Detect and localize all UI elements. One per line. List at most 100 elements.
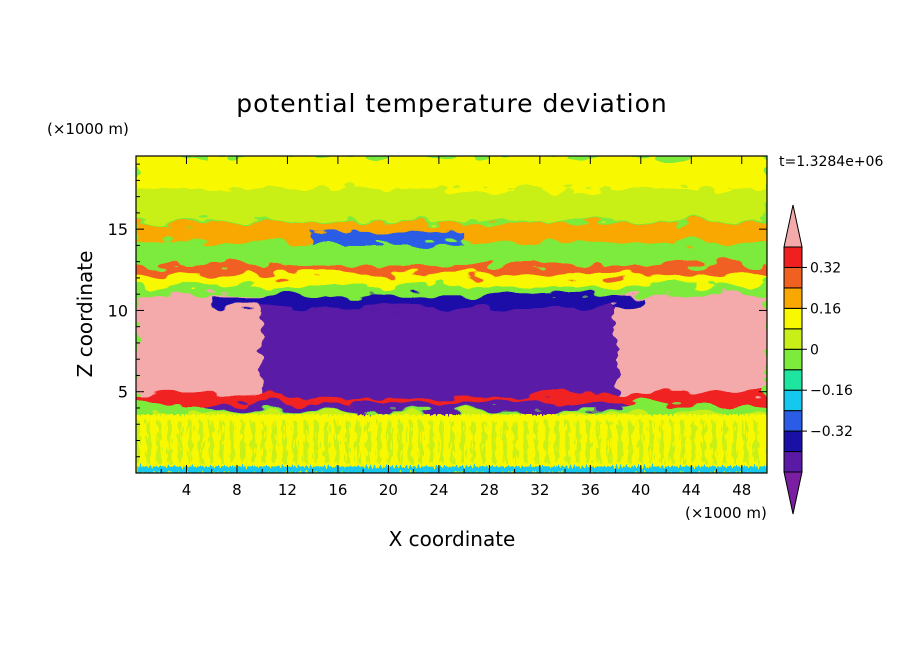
boundary-streak: [251, 420, 256, 464]
region-orange-streak: [136, 264, 767, 275]
boundary-streak: [701, 420, 706, 464]
colorbar-max-triangle: [783, 204, 803, 248]
boundary-streak: [628, 420, 633, 464]
boundary-streak: [397, 420, 402, 464]
y-tick-label: 5: [118, 383, 128, 402]
colorbar-label: 0.16: [810, 301, 841, 317]
boundary-streak: [219, 420, 224, 464]
boundary-streak: [387, 420, 392, 464]
boundary-streak: [544, 420, 549, 464]
time-label: t=1.3284e+06: [779, 154, 883, 170]
boundary-streak: [575, 420, 580, 464]
region-warm-right: [615, 294, 767, 395]
boundary-streak: [607, 420, 612, 464]
boundary-streak: [167, 420, 172, 464]
x-tick-label: 24: [429, 481, 448, 499]
colorbar-box: [783, 266, 803, 289]
boundary-streak: [691, 420, 696, 464]
y-tick-label: 10: [108, 301, 128, 320]
boundary-streak: [743, 420, 748, 464]
boundary-streak: [565, 420, 570, 464]
x-tick-label: 8: [232, 481, 242, 499]
region-top-light-green: [136, 156, 767, 189]
y-units-label: (×1000 m): [47, 120, 129, 138]
contour-field: [136, 156, 767, 473]
boundary-streak: [418, 420, 423, 464]
x-tick-label: 32: [530, 481, 549, 499]
boundary-streak: [240, 420, 245, 464]
boundary-streak: [272, 420, 277, 464]
x-tick-label: 4: [182, 481, 192, 499]
colorbar-box: [783, 348, 803, 371]
colorbar-label: −0.16: [810, 383, 853, 399]
boundary-streak: [177, 420, 182, 464]
boundary-streak: [617, 420, 622, 464]
boundary-streak: [439, 420, 444, 464]
boundary-streak: [261, 420, 266, 464]
colorbar-box: [783, 287, 803, 309]
region-deep-core: [262, 310, 566, 399]
boundary-streak: [492, 420, 497, 464]
boundary-streak: [335, 420, 340, 464]
boundary-streak: [722, 420, 727, 464]
colorbar-box: [783, 246, 803, 268]
colorbar-label: 0: [810, 342, 819, 358]
colorbar-box: [783, 307, 803, 330]
boundary-streak: [754, 420, 759, 464]
colorbar-box: [783, 410, 803, 432]
boundary-streak: [355, 420, 360, 464]
boundary-streak: [513, 420, 518, 464]
x-tick-label: 48: [732, 481, 751, 499]
y-axis-label: Z coordinate: [73, 251, 97, 378]
x-tick-label: 20: [379, 481, 398, 499]
colorbar-label: 0.32: [810, 260, 841, 276]
boundary-streak: [156, 420, 161, 464]
boundary-streak: [554, 420, 559, 464]
boundary-streak: [712, 420, 717, 464]
y-tick-label: 15: [108, 220, 128, 239]
boundary-streak: [293, 420, 298, 464]
boundary-streak: [429, 420, 434, 464]
boundary-streak: [596, 420, 601, 464]
boundary-streak: [408, 420, 413, 464]
boundary-streak: [198, 420, 203, 464]
colorbar-box: [783, 430, 803, 453]
x-tick-label: 16: [328, 481, 347, 499]
boundary-streak: [649, 420, 654, 464]
x-units-label: (×1000 m): [685, 504, 767, 522]
boundary-streak: [670, 420, 675, 464]
boundary-streak: [376, 420, 381, 464]
boundary-streak: [450, 420, 455, 464]
boundary-streak: [460, 420, 465, 464]
colorbar-min-triangle: [783, 471, 803, 515]
chart-title: potential temperature deviation: [236, 89, 667, 118]
boundary-streak: [680, 420, 685, 464]
boundary-streak: [659, 420, 664, 464]
boundary-streak: [146, 420, 151, 464]
boundary-streak: [471, 420, 476, 464]
colorbar: 0.32 0.16 0 −0.16 −0.32: [783, 204, 853, 515]
region-core-rim: [211, 295, 641, 308]
boundary-streak: [366, 420, 371, 464]
x-ticks: 4 8 12 16 20 24 28 32 36 40 44 48: [160, 156, 751, 499]
boundary-streak: [188, 420, 193, 464]
boundary-streak: [136, 420, 140, 464]
x-axis-label: X coordinate: [389, 527, 516, 551]
boundary-streak: [345, 420, 350, 464]
boundary-streak: [303, 420, 308, 464]
x-tick-label: 44: [682, 481, 701, 499]
region-mid-teal-band: [136, 245, 767, 262]
boundary-streak: [638, 420, 643, 464]
region-warm-left: [136, 294, 263, 395]
x-tick-label: 12: [278, 481, 297, 499]
boundary-streak: [481, 420, 486, 464]
boundary-streak: [534, 420, 539, 464]
boundary-streak: [230, 420, 235, 464]
y-ticks: 5 10 15: [108, 163, 767, 458]
boundary-streak: [502, 420, 507, 464]
x-tick-label: 28: [480, 481, 499, 499]
colorbar-label: −0.32: [810, 424, 853, 440]
x-tick-label: 36: [581, 481, 600, 499]
